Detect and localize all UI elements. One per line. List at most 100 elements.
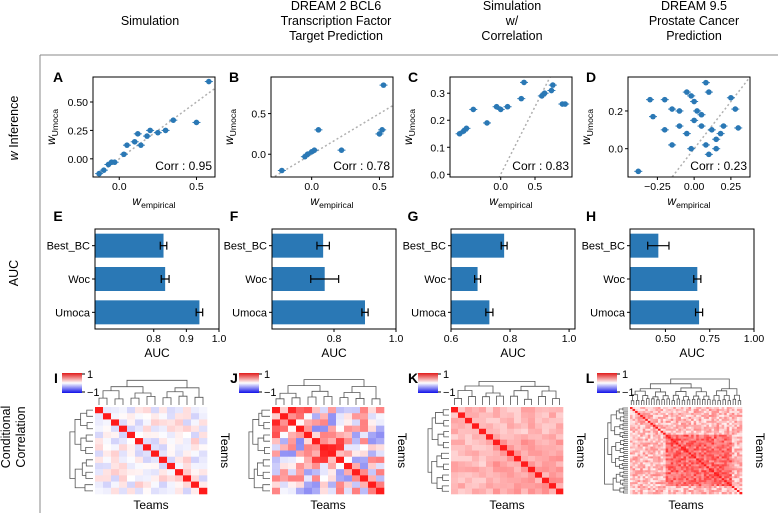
heatmap-cell — [726, 407, 730, 410]
heatmap-cell — [465, 477, 473, 484]
x-tick-label: 0.0 — [112, 181, 127, 193]
heatmap-cell — [630, 452, 633, 455]
heatmap-cell — [660, 436, 664, 439]
heatmap-cell — [719, 412, 722, 416]
heatmap-cell — [714, 482, 717, 485]
panel-letter-L: L — [586, 370, 595, 386]
heatmap-cell — [670, 407, 674, 410]
heatmap-cell — [650, 490, 654, 493]
heatmap-cell — [724, 416, 728, 420]
heatmap-cell — [731, 466, 735, 469]
heatmap-cell — [630, 480, 633, 483]
heatmap-cell — [486, 445, 494, 451]
heatmap-cell — [650, 442, 654, 445]
heatmap-cell — [721, 446, 725, 449]
heatmap-cell — [360, 450, 369, 458]
heatmap-cell — [665, 460, 669, 463]
heatmap-cell — [635, 478, 638, 481]
heatmap-cell — [683, 450, 687, 453]
heatmap-cell — [465, 461, 473, 468]
heatmap-cell — [630, 450, 633, 453]
heatmap-cell — [721, 462, 725, 465]
heatmap-cell — [678, 410, 682, 414]
heatmap-cell — [716, 422, 720, 426]
heatmap-cell — [655, 432, 659, 435]
heatmap-cell — [143, 438, 152, 445]
heatmap-cell — [665, 412, 669, 416]
heatmap-cell — [675, 426, 679, 430]
heatmap-cell — [696, 428, 700, 432]
heatmap-cell — [686, 460, 689, 463]
dendrogram-branch — [652, 396, 659, 400]
heatmap-cell — [493, 434, 501, 440]
heatmap-cell — [739, 450, 743, 453]
data-point — [153, 129, 162, 136]
heatmap-cell — [721, 492, 725, 495]
heatmap-cell — [736, 454, 740, 457]
heatmap-cell — [521, 477, 529, 484]
heatmap-cell — [714, 452, 717, 455]
heatmap-cell — [521, 412, 529, 419]
column-header-1-line-2: Target Prediction — [289, 29, 383, 43]
heatmap-cell — [521, 488, 529, 495]
heatmap-cell — [655, 448, 659, 451]
heatmap-cell — [693, 442, 697, 445]
heatmap-cell — [360, 481, 369, 489]
heatmap-cell — [696, 478, 700, 481]
heatmap-cell — [635, 422, 638, 426]
heatmap-cell — [670, 466, 674, 469]
heatmap-cell — [668, 468, 672, 471]
heatmap-cell — [465, 488, 473, 495]
heatmap-cell — [647, 416, 651, 420]
heatmap-cell — [708, 436, 712, 439]
heatmap-cell — [673, 424, 677, 428]
heatmap-cell — [111, 450, 120, 458]
heatmap-cell — [119, 450, 128, 458]
heatmap-cell — [368, 456, 377, 464]
heatmap-cell — [665, 436, 669, 439]
heatmap-cell — [670, 438, 674, 441]
heatmap-cell — [683, 424, 687, 428]
heatmap-cell — [691, 456, 694, 459]
heatmap-cell — [686, 470, 689, 473]
heatmap-cell — [668, 430, 672, 434]
category-label: Best_BC — [582, 241, 625, 253]
heatmap-cell — [729, 430, 733, 434]
heatmap-cell — [645, 436, 649, 439]
heatmap-cell — [711, 412, 715, 416]
heatmap-cell — [716, 426, 720, 430]
heatmap-cell — [296, 407, 305, 414]
heatmap-cell — [650, 476, 654, 479]
heatmap-cell — [739, 488, 743, 491]
heatmap-cell — [645, 448, 649, 451]
heatmap-cell — [640, 456, 644, 459]
heatmap-cell — [680, 480, 684, 483]
heatmap-cell — [479, 472, 487, 478]
heatmap-cell — [711, 448, 715, 451]
heatmap-cell — [183, 475, 192, 482]
heatmap-cell — [701, 472, 705, 475]
point-marker — [470, 106, 477, 113]
heatmap-cell — [688, 456, 692, 459]
dendrogram-branch — [262, 484, 270, 492]
heatmap-cell — [663, 464, 666, 467]
heatmap-cell — [652, 428, 656, 432]
heatmap-cell — [706, 484, 710, 487]
heatmap-cell — [652, 416, 656, 420]
heatmap-cell — [336, 431, 345, 439]
heatmap-cell — [703, 452, 707, 455]
heatmap-cell — [630, 464, 633, 467]
heatmap-cell — [632, 420, 636, 424]
heatmap-cell — [645, 422, 649, 426]
heatmap-cell — [668, 458, 672, 461]
heatmap-cell — [706, 426, 710, 430]
dendrogram-branch — [263, 422, 270, 430]
heatmap-cell — [647, 438, 651, 441]
heatmap-cell — [336, 462, 345, 470]
heatmap-cell — [655, 436, 659, 439]
heatmap-cell — [660, 454, 664, 457]
heatmap-cell — [724, 432, 728, 435]
axes-frame — [627, 76, 751, 178]
heatmap-cell — [647, 444, 651, 447]
heatmap-cell — [673, 450, 677, 453]
